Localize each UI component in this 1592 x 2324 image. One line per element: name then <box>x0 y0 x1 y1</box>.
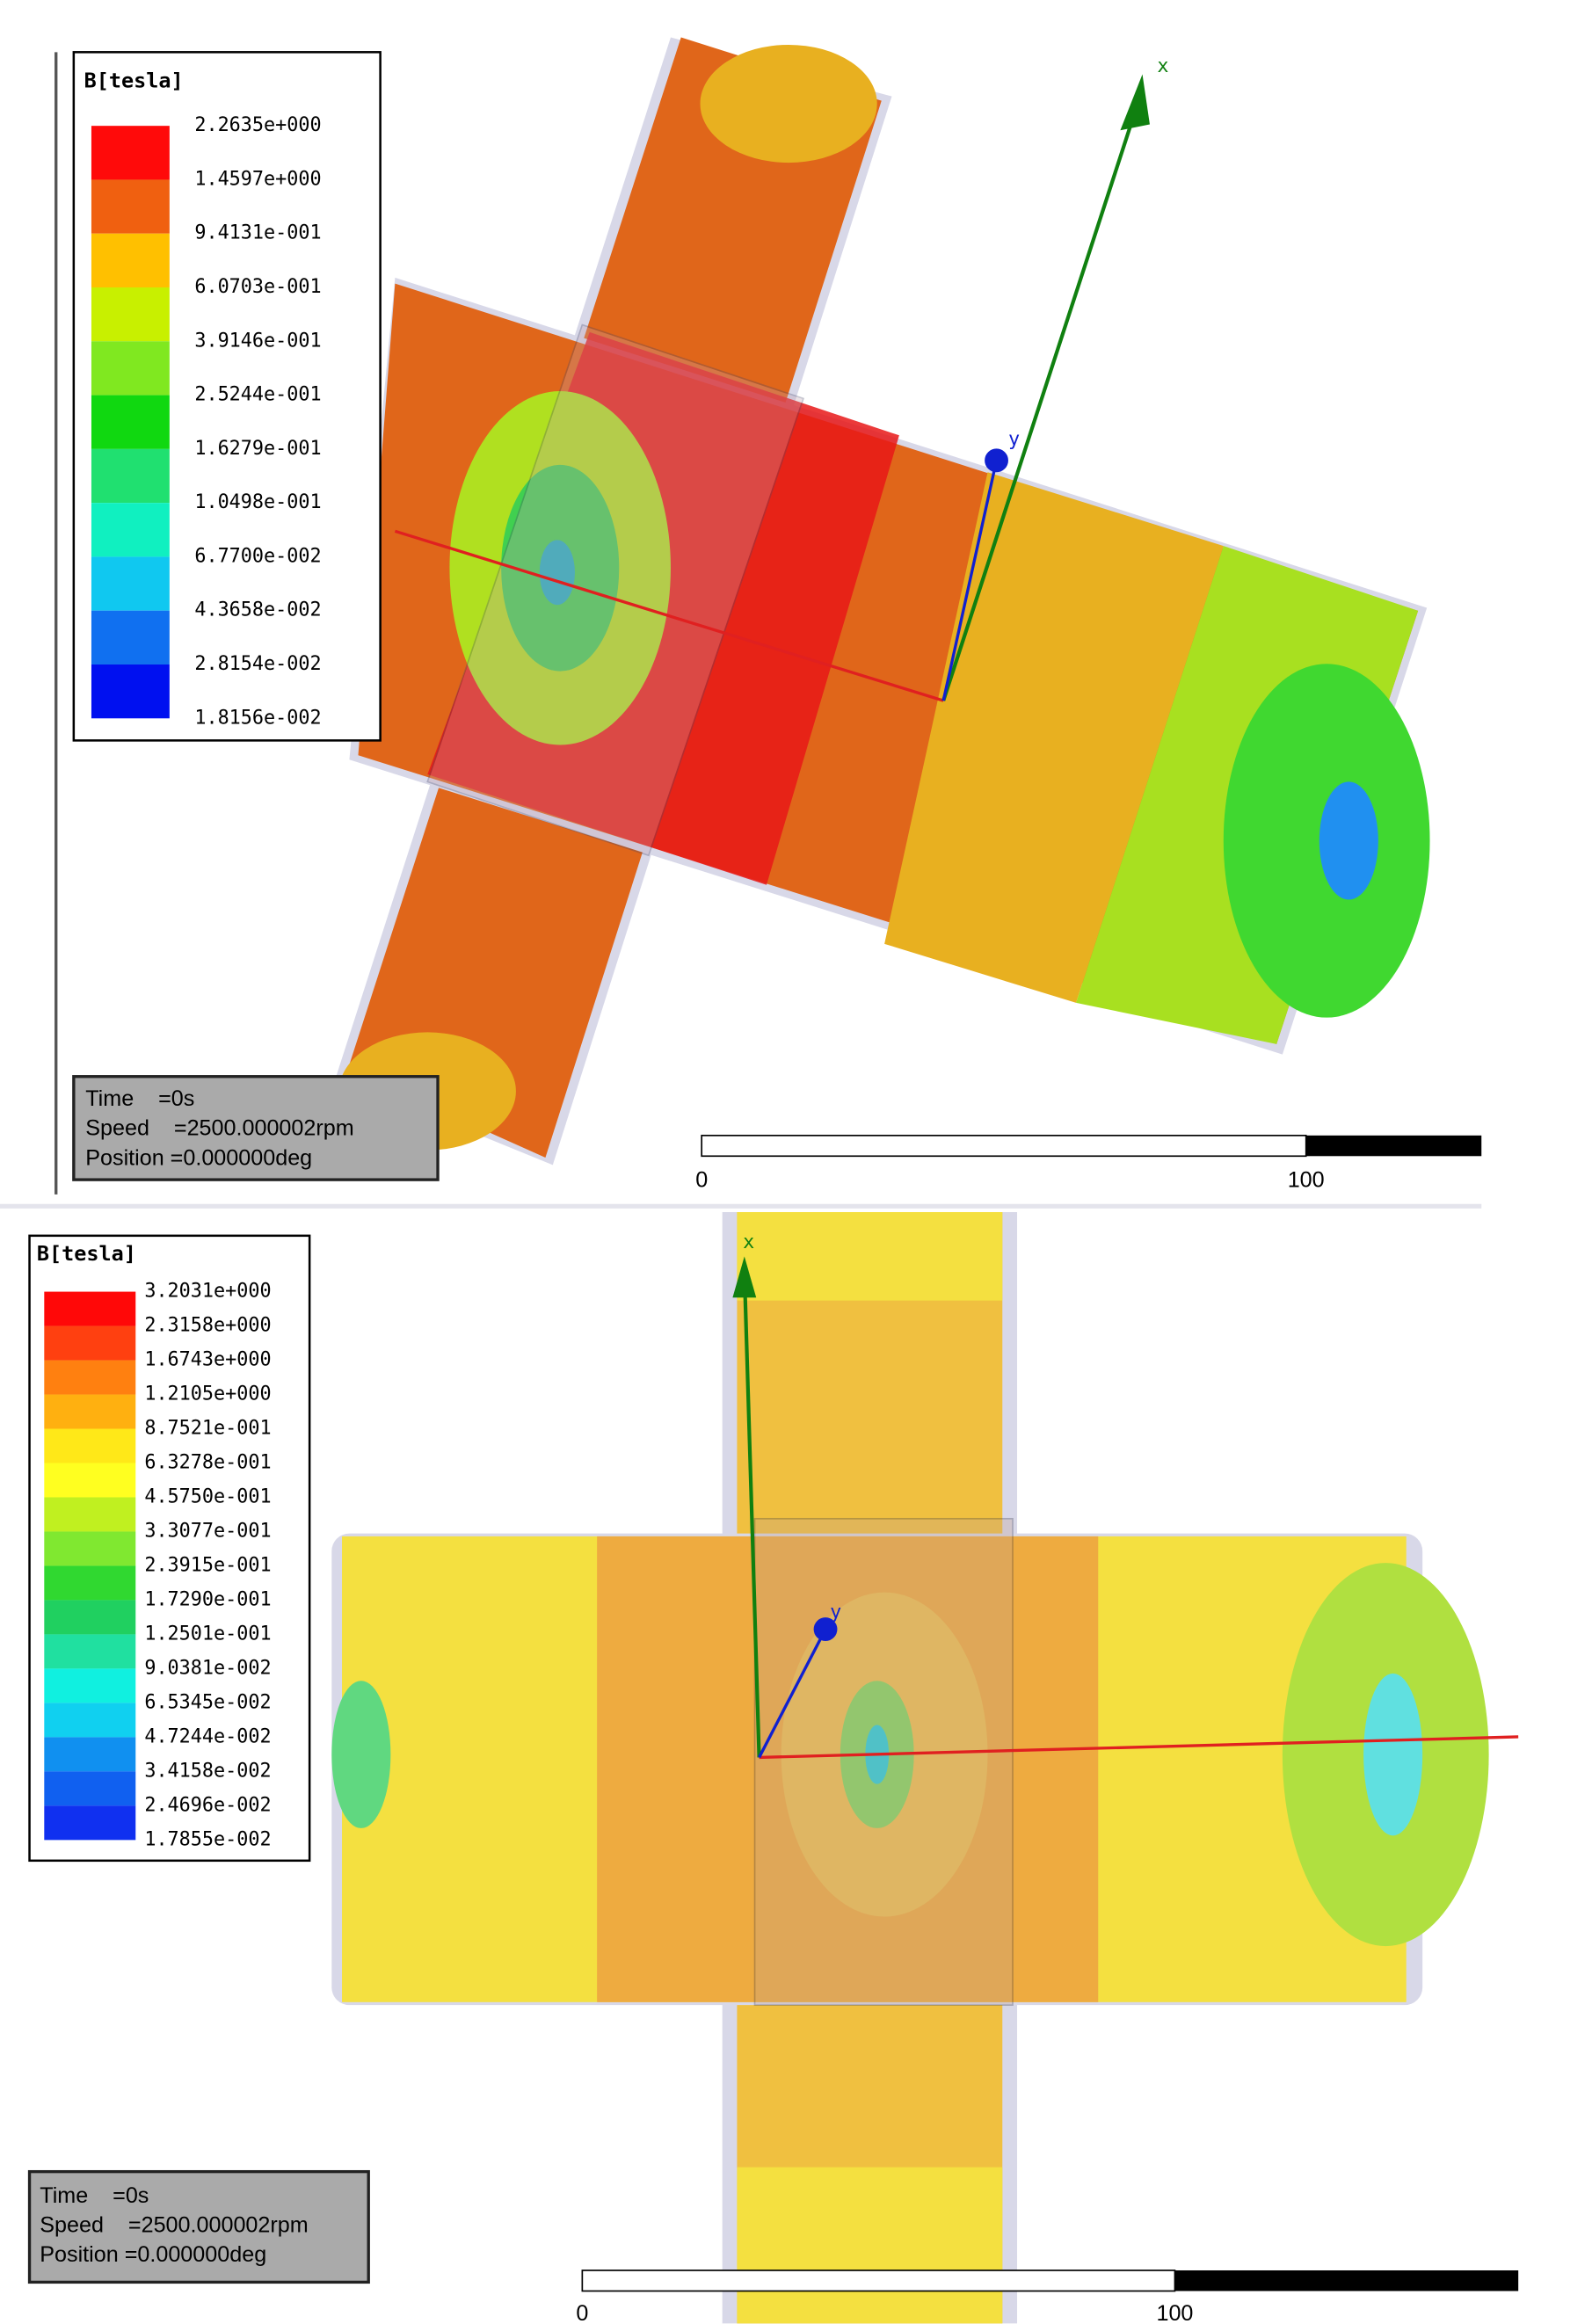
legend: B[tesla] 3.2031e+000 2.3158e+000 1.6743e+0… <box>28 1234 311 1863</box>
legend-swatch <box>91 556 170 611</box>
legend-swatch <box>44 1737 136 1772</box>
legend-label: 1.7855e-002 <box>144 1828 271 1850</box>
legend-swatch <box>44 1600 136 1635</box>
axis-label: x <box>1157 55 1168 77</box>
legend-label: 2.2635e+000 <box>194 114 321 136</box>
scale-bar: 0 100 <box>576 2270 1519 2324</box>
legend-swatch <box>91 287 170 342</box>
legend-title: B[tesla] <box>84 68 184 92</box>
legend-swatch <box>91 395 170 449</box>
info-line: Position =0.000000deg <box>85 1145 312 1170</box>
info-box: Time =0s Speed =2500.000002rpm Position … <box>27 2169 370 2284</box>
legend-swatch <box>44 1634 136 1669</box>
axis-label: x <box>743 1231 754 1253</box>
info-line: Position =0.000000deg <box>40 2242 266 2267</box>
legend-label: 2.4696e-002 <box>144 1794 271 1816</box>
scale-label: 0 <box>695 1167 708 1192</box>
legend-swatch <box>44 1703 136 1738</box>
legend-label: 1.8156e-002 <box>194 707 321 729</box>
legend-label: 8.7521e-001 <box>144 1418 271 1440</box>
legend-label: 2.3158e+000 <box>144 1315 271 1337</box>
legend-swatch <box>44 1668 136 1703</box>
legend-label: 4.5750e-001 <box>144 1485 271 1507</box>
legend-swatch <box>44 1565 136 1601</box>
legend-swatch <box>44 1805 136 1841</box>
legend-swatch <box>91 179 170 234</box>
legend-swatch <box>44 1360 136 1395</box>
legend-swatch <box>91 448 170 504</box>
info-line: Time =0s <box>40 2183 149 2208</box>
legend-label: 6.0703e-001 <box>194 276 321 298</box>
legend-label: 9.0381e-002 <box>144 1657 271 1679</box>
legend-swatch <box>44 1291 136 1326</box>
legend-label: 6.3278e-001 <box>144 1451 271 1473</box>
scale-bar: 0 100 <box>695 1134 1482 1192</box>
legend-label: 1.2501e-001 <box>144 1623 271 1645</box>
scale-label: 100 <box>1156 2301 1193 2324</box>
legend-title: B[tesla] <box>37 1241 136 1266</box>
info-box: Time =0s Speed =2500.000002rpm Position … <box>72 1075 440 1181</box>
legend-swatch <box>44 1771 136 1806</box>
legend-swatch <box>44 1463 136 1498</box>
legend-label: 3.3077e-001 <box>144 1520 271 1542</box>
axis-label: y <box>830 1601 841 1623</box>
scale-label: 100 <box>1288 1167 1325 1192</box>
legend-swatch <box>91 233 170 288</box>
legend-label: 6.7700e-002 <box>194 545 321 567</box>
legend-label: 3.9146e-001 <box>194 330 321 352</box>
field-plot-2: x y <box>331 1212 1519 2324</box>
legend-label: 9.4131e-001 <box>194 222 321 244</box>
field-plot-1: x y <box>0 37 1482 1209</box>
legend-label: 2.3915e-001 <box>144 1554 271 1576</box>
legend-swatch <box>91 503 170 557</box>
legend-swatch <box>44 1531 136 1566</box>
legend-label: 1.7290e-001 <box>144 1588 271 1610</box>
legend-label: 4.7244e-002 <box>144 1725 271 1747</box>
legend-label: 1.6743e+000 <box>144 1349 271 1371</box>
legend-swatch <box>44 1497 136 1532</box>
legend-label: 3.4158e-002 <box>144 1760 271 1782</box>
legend-label: 4.3658e-002 <box>194 599 321 621</box>
legend-label: 1.2105e+000 <box>144 1384 271 1405</box>
legend-label: 1.4597e+000 <box>194 168 321 190</box>
legend-label: 2.5244e-001 <box>194 384 321 406</box>
legend-label: 2.8154e-002 <box>194 653 321 675</box>
info-line: Speed =2500.000002rpm <box>85 1116 353 1141</box>
info-line: Speed =2500.000002rpm <box>40 2212 308 2237</box>
scale-label: 0 <box>576 2301 588 2324</box>
legend-label: 1.0498e-001 <box>194 491 321 513</box>
legend-swatch <box>44 1325 136 1361</box>
legend-swatch <box>91 664 170 719</box>
legend-swatch <box>44 1394 136 1429</box>
legend-swatch <box>44 1428 136 1463</box>
legend-swatch <box>91 610 170 665</box>
legend: B[tesla] 2.2635e+000 1.4597e+000 9.4131e-0… <box>72 51 382 742</box>
legend-swatch <box>91 126 170 180</box>
legend-label: 3.2031e+000 <box>144 1281 271 1303</box>
info-line: Time =0s <box>85 1086 194 1111</box>
axis-label: y <box>1008 428 1020 450</box>
legend-label: 1.6279e-001 <box>194 438 321 460</box>
legend-label: 6.5345e-002 <box>144 1691 271 1713</box>
legend-swatch <box>91 341 170 396</box>
